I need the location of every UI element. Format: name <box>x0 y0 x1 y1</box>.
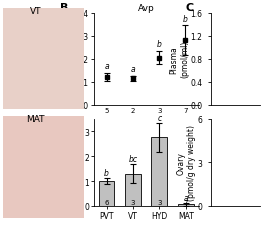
Bar <box>152 138 167 206</box>
Text: 3: 3 <box>157 108 162 114</box>
Text: b: b <box>104 168 109 177</box>
Text: 2: 2 <box>131 108 135 114</box>
Text: b: b <box>157 40 162 49</box>
Text: a: a <box>131 65 135 74</box>
Title: Avp: Avp <box>138 4 154 13</box>
Text: VT: VT <box>30 7 41 16</box>
Text: 6: 6 <box>104 199 109 204</box>
Y-axis label: Plasma
(pmol/ml): Plasma (pmol/ml) <box>56 41 75 78</box>
Y-axis label: Ovary
(pmol/g dry weight): Ovary (pmol/g dry weight) <box>177 125 196 200</box>
Text: C: C <box>185 3 193 13</box>
Text: a: a <box>184 193 188 202</box>
Text: c: c <box>157 113 162 122</box>
Y-axis label: Ovary
(pmol/g dry weight): Ovary (pmol/g dry weight) <box>63 125 83 200</box>
Text: a: a <box>105 62 109 71</box>
Text: 7: 7 <box>184 199 188 204</box>
Text: B: B <box>60 3 69 13</box>
Bar <box>178 204 194 206</box>
Text: 3: 3 <box>131 199 135 204</box>
Text: 3: 3 <box>157 199 162 204</box>
Text: 7: 7 <box>183 108 188 114</box>
Bar <box>98 181 115 206</box>
Y-axis label: Plasma
(pmol/ml): Plasma (pmol/ml) <box>169 41 189 78</box>
Text: bc: bc <box>128 154 138 163</box>
Text: b: b <box>183 15 188 24</box>
Text: 5: 5 <box>105 108 109 114</box>
Text: MAT: MAT <box>26 114 45 123</box>
Bar <box>125 174 141 206</box>
